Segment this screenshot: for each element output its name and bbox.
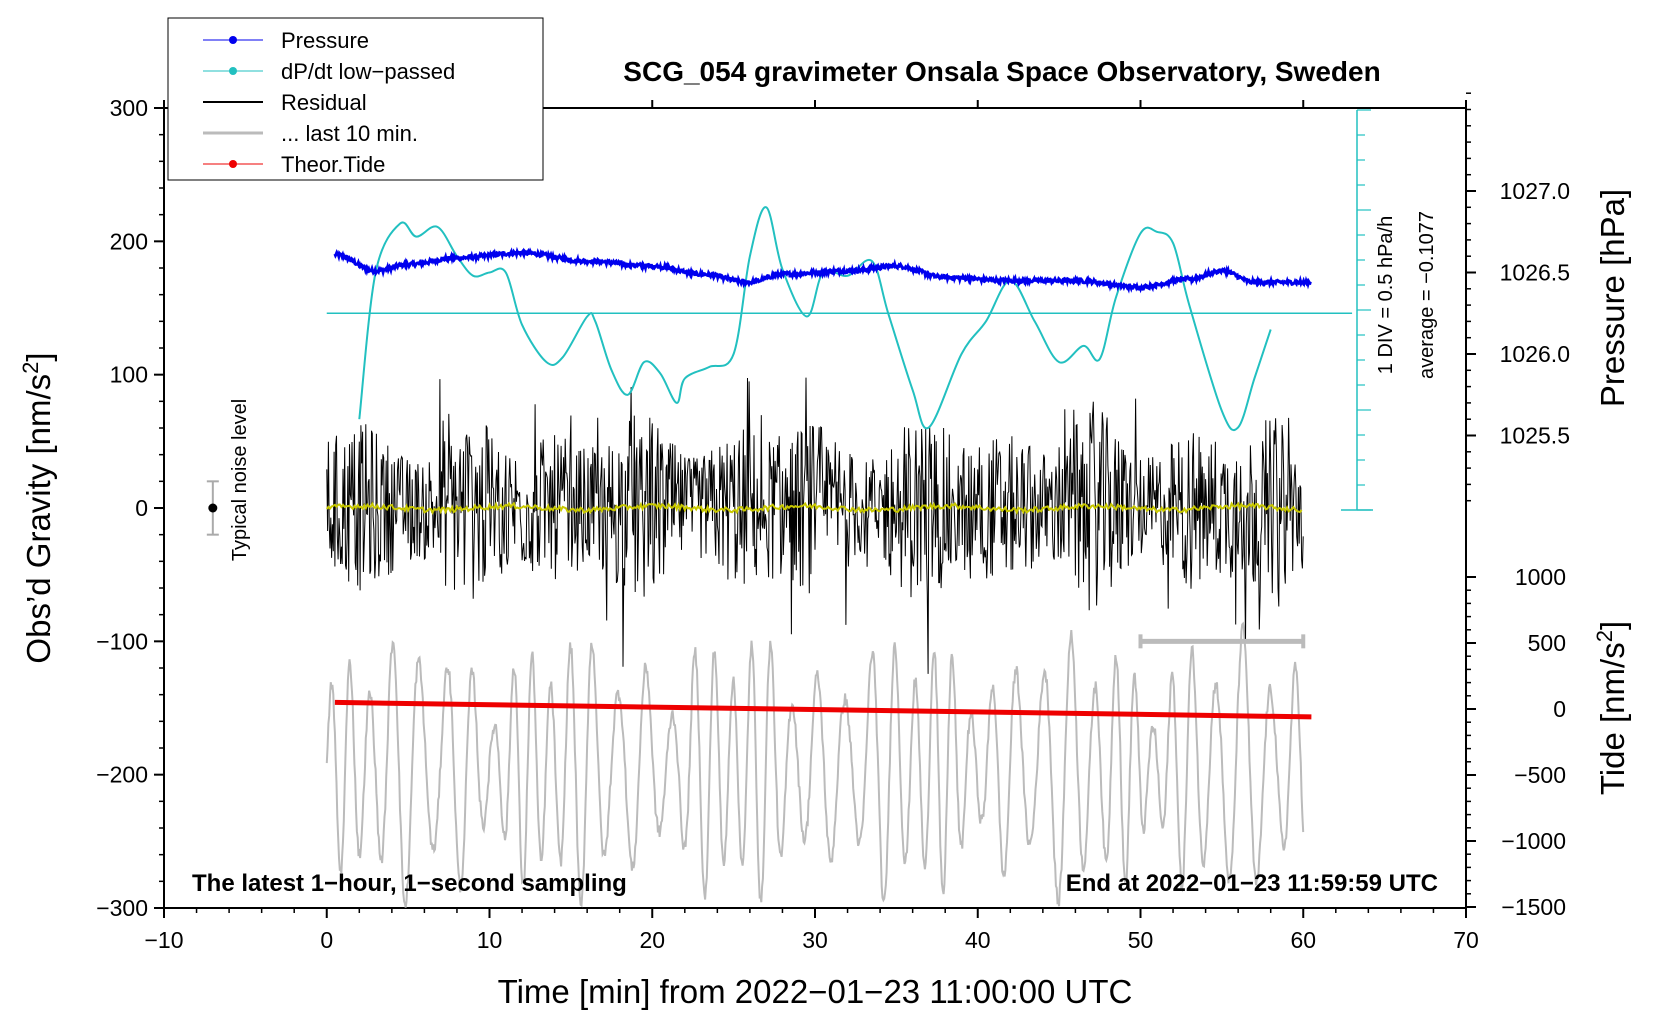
dpdt-average-label: average = −0.1077 [1416,211,1438,379]
x-tick-label: 20 [639,927,665,953]
y-tick-label: 200 [110,228,148,254]
x-tick-label: −10 [144,927,183,953]
residual-line [326,377,1304,674]
y-tick-label: 300 [110,95,148,121]
legend-marker [229,36,237,44]
tide-tick-label: 0 [1553,696,1566,722]
legend-marker [229,67,237,75]
x-tick-label: 0 [320,927,333,953]
legend: Pressure dP/dt low−passed Residual ... last… [167,17,544,181]
dpdt-scale-label: 1 DIV = 0.5 hPa/h [1375,216,1397,374]
smoothed-residual-line [325,501,1303,516]
pressure-tick-label: 1027.0 [1500,178,1570,204]
y-tick-label: −300 [96,895,148,921]
tide-tick-label: −1500 [1501,894,1566,920]
pressure-tick-label: 1026.0 [1500,341,1570,367]
x-tick-label: 50 [1128,927,1154,953]
tide-line [334,699,1312,720]
legend-label: Pressure [281,28,369,53]
x-tick-label: 10 [477,927,503,953]
last-10-min-series [325,621,1305,908]
tide-tick-label: 500 [1528,630,1566,656]
legend-label: ... last 10 min. [281,121,418,146]
pressure-series [333,246,1312,294]
tide-tick-label: 1000 [1515,564,1566,590]
pressure-line [333,246,1312,294]
right-axis-scales: 1027.0 1026.5 1026.0 1025.5 1000 500 0 −500 −100… [1466,92,1570,920]
legend-box [167,17,544,181]
chart-title: SCG_054 gravimeter Onsala Space Observat… [623,56,1380,87]
pressure-tick-label: 1025.5 [1500,423,1570,449]
tide-tick-label: −1000 [1501,828,1566,854]
last-10-min-line [325,621,1305,908]
y-tick-label: 100 [110,362,148,388]
legend-label: Theor.Tide [281,152,385,177]
legend-label: dP/dt low−passed [281,59,455,84]
legend-marker [229,160,237,168]
legend-label: Residual [281,90,367,115]
x-tick-label: 40 [965,927,991,953]
x-tick-label: 70 [1453,927,1479,953]
y-tick-label: −200 [96,762,148,788]
y-axis-title-pressure: Pressure [hPa] [1594,189,1631,407]
x-tick-label: 60 [1290,927,1316,953]
last-10-min-bar [1138,634,1306,649]
end-time-note: End at 2022−01−23 11:59:59 UTC [1066,870,1438,897]
pressure-tick-label: 1026.5 [1500,260,1570,286]
y-axis-title-gravity: Obs’d Gravity [nm/s2] [18,352,57,663]
smoothed-residual-series [325,501,1303,516]
dpdt-series [326,109,1373,511]
typical-noise-bar [206,480,219,536]
x-axis-title: Time [min] from 2022−01−23 11:00:00 UTC [498,973,1133,1010]
x-tick-label: 30 [802,927,828,953]
theoretical-tide-series [334,699,1312,720]
residual-series [326,377,1304,674]
y-tick-label: −100 [96,628,148,654]
y-tick-label: 0 [135,495,148,521]
sampling-note: The latest 1−hour, 1−second sampling [192,870,627,897]
noise-label: Typical noise level [229,399,251,561]
dpdt-line [358,206,1272,431]
tide-tick-label: −500 [1514,762,1566,788]
y-axis-title-tide: Tide [nm/s2] [1592,621,1631,795]
noise-bar-dot [208,503,218,513]
